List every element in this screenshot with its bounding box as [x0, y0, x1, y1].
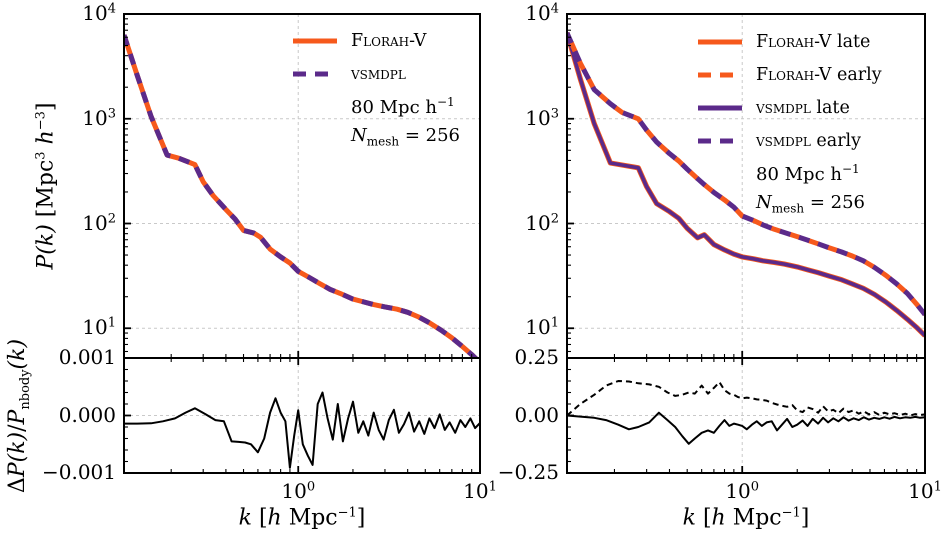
- legend-item-vsmdpl-early: vsmdpl early: [697, 129, 882, 152]
- x-axis-label-left: k [h Mpc−1]: [238, 505, 366, 531]
- legend-label: Florah-V: [351, 30, 427, 51]
- curve-florah-v-early: [567, 31, 925, 317]
- y-tick-label: 101: [82, 315, 116, 340]
- annotation-box-size-left: 80 Mpc h−1: [351, 95, 455, 118]
- legend-item-florah-v: Florah-V: [292, 29, 460, 52]
- legend-label: vsmdpl early: [756, 130, 862, 151]
- legend-right: Florah-V late Florah-V early vsmdpl late vs…: [697, 30, 882, 222]
- curve-early-residual: [567, 380, 925, 417]
- y-tick-label: 102: [525, 210, 559, 235]
- y-tick-label: 104: [525, 1, 559, 26]
- curve-vsmdpl-early: [567, 31, 925, 317]
- annotation-nmesh-right: Nmesh = 256: [756, 192, 866, 216]
- legend-item-vsmdpl: vsmdpl: [292, 62, 460, 85]
- legend-left: Florah-V vsmdpl 80 Mpc h−1 Nmesh = 256: [292, 29, 460, 155]
- curve-late-residual: [567, 411, 925, 445]
- legend-swatch-line: [293, 71, 337, 76]
- left-ratio-panel: [123, 357, 481, 474]
- x-tick-label: 100: [281, 479, 316, 503]
- legend-label: Florah-V early: [756, 64, 882, 85]
- x-axis-label-right: k [h Mpc−1]: [682, 505, 810, 531]
- legend-label: vsmdpl: [351, 63, 406, 84]
- y-tick-label: 104: [82, 1, 116, 26]
- legend-item-florah-v-late: Florah-V late: [697, 30, 882, 53]
- legend-item-vsmdpl-late: vsmdpl late: [697, 96, 882, 119]
- y-axis-label-power: P(k) [Mpc3 h−3]: [33, 102, 59, 270]
- legend-item-florah-v-early: Florah-V early: [697, 63, 882, 86]
- y-tick-label: 0.25: [514, 345, 559, 370]
- y-axis-label-ratio: ΔP(k)/Pnbody(k): [4, 338, 34, 494]
- legend-swatch-line: [698, 72, 742, 77]
- legend-label: vsmdpl late: [756, 97, 850, 118]
- x-tick-label: 100: [725, 479, 760, 503]
- curve-residual: [124, 391, 480, 469]
- x-tick-label: 101: [463, 479, 497, 503]
- y-tick-label: 0.00: [514, 402, 559, 427]
- left-ratio-frame: [123, 357, 481, 474]
- y-tick-label: 101: [525, 315, 559, 340]
- y-tick-label: 0.001: [58, 345, 116, 370]
- y-tick-label: 103: [82, 105, 116, 130]
- right-ratio-panel: [566, 357, 926, 474]
- right-ratio-frame: [566, 357, 926, 474]
- legend-swatch-line: [293, 38, 337, 43]
- x-tick-label: 101: [908, 479, 942, 503]
- y-tick-label: 103: [525, 105, 559, 130]
- legend-swatch-line: [698, 105, 742, 110]
- y-tick-label: −0.001: [41, 460, 116, 485]
- legend-swatch-line: [698, 138, 742, 143]
- legend-swatch-line: [698, 39, 742, 44]
- curve-vsmdpl-late: [567, 32, 925, 337]
- y-tick-label: −0.25: [497, 460, 559, 485]
- y-tick-label: 0.000: [58, 402, 116, 427]
- curve-vsmdpl: [124, 34, 479, 358]
- y-tick-label: 102: [82, 210, 116, 235]
- annotation-box-size-right: 80 Mpc h−1: [756, 162, 860, 185]
- legend-label: Florah-V late: [756, 31, 871, 52]
- annotation-nmesh-left: Nmesh = 256: [351, 125, 461, 149]
